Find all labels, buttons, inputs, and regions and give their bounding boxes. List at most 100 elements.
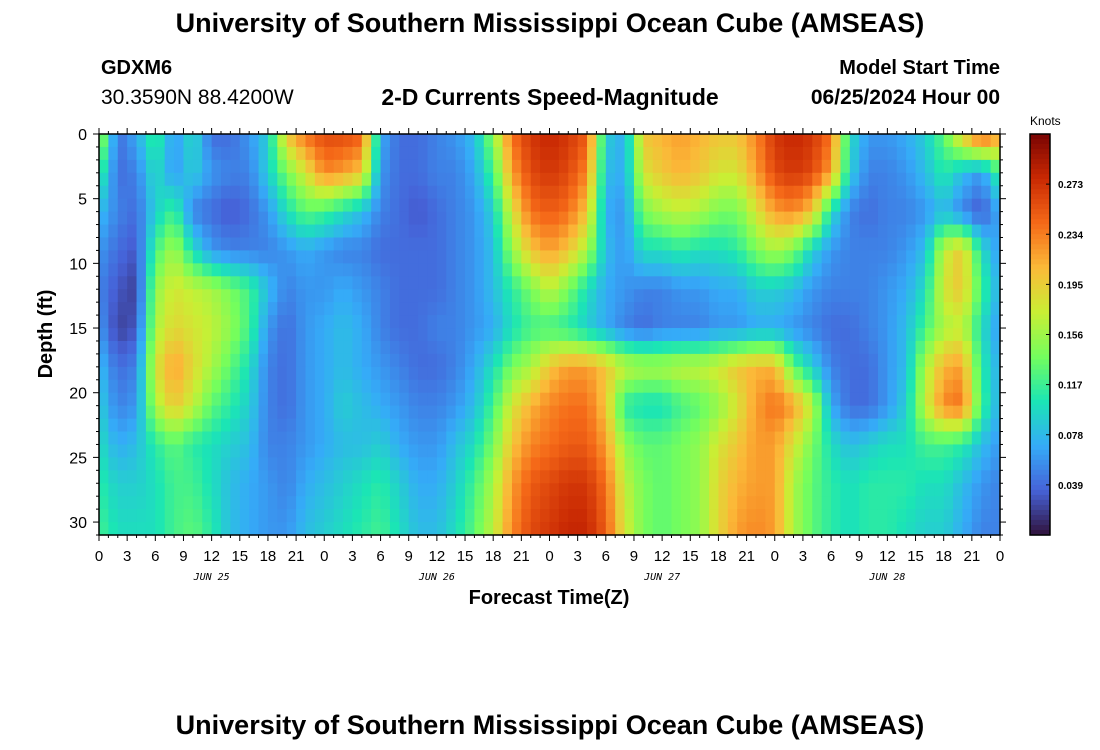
heatmap-cell xyxy=(896,211,907,226)
heatmap-cell xyxy=(408,522,419,536)
heatmap-cell xyxy=(746,172,757,187)
heatmap-cell xyxy=(568,392,579,407)
heatmap-cell xyxy=(258,353,269,368)
colorbar-tick-label: 0.117 xyxy=(1058,381,1083,392)
heatmap-cell xyxy=(455,392,466,407)
heatmap-cell xyxy=(446,263,457,277)
heatmap-cell xyxy=(943,353,954,368)
heatmap-cell xyxy=(558,276,569,290)
heatmap-cell xyxy=(202,366,213,381)
heatmap-cell xyxy=(624,379,635,394)
heatmap-cell xyxy=(314,431,325,446)
heatmap-cell xyxy=(774,405,785,420)
heatmap-cell xyxy=(521,250,532,264)
x-tick-label: 12 xyxy=(429,548,446,565)
heatmap-cell xyxy=(352,431,363,446)
heatmap-cell xyxy=(568,276,579,290)
heatmap-cell xyxy=(511,289,522,303)
heatmap-cell xyxy=(436,366,447,381)
y-tick-label: 5 xyxy=(78,192,87,209)
heatmap-cell xyxy=(380,224,391,239)
heatmap-cell xyxy=(352,379,363,394)
heatmap-cell xyxy=(267,418,278,433)
heatmap-cell xyxy=(99,276,109,290)
heatmap-cell xyxy=(962,224,973,239)
heatmap-cell xyxy=(333,366,344,381)
heatmap-cell xyxy=(558,379,569,394)
heatmap-cell xyxy=(305,289,316,303)
heatmap-cell xyxy=(192,522,203,536)
heatmap-cell xyxy=(502,185,513,200)
colorbar-segment xyxy=(1030,459,1050,466)
heatmap-cell xyxy=(699,444,710,458)
heatmap-cell xyxy=(690,146,701,161)
heatmap-cell xyxy=(699,276,710,290)
heatmap-cell xyxy=(924,224,935,239)
heatmap-cell xyxy=(314,366,325,381)
heatmap-cell xyxy=(164,509,175,523)
heatmap-cell xyxy=(436,185,447,200)
heatmap-cell xyxy=(530,263,541,277)
heatmap-cell xyxy=(296,431,307,446)
heatmap-cell xyxy=(896,172,907,187)
heatmap-cell xyxy=(127,134,138,148)
heatmap-cell xyxy=(286,146,297,161)
heatmap-cell xyxy=(615,237,626,252)
heatmap-cell xyxy=(258,431,269,446)
heatmap-cell xyxy=(277,198,288,213)
heatmap-cell xyxy=(802,522,813,536)
colorbar-tick-label: 0.273 xyxy=(1058,180,1083,191)
heatmap-cell xyxy=(981,483,992,497)
heatmap-cell xyxy=(577,392,588,407)
heatmap-cell xyxy=(887,134,898,148)
heatmap-cell xyxy=(474,457,485,471)
heatmap-cell xyxy=(502,366,513,381)
heatmap-cell xyxy=(718,302,729,316)
heatmap-cell xyxy=(793,392,804,407)
heatmap-cell xyxy=(221,146,231,161)
heatmap-cell xyxy=(784,250,795,264)
heatmap-cell xyxy=(690,211,701,226)
heatmap-cell xyxy=(239,263,250,277)
heatmap-cell xyxy=(483,211,494,226)
heatmap-cell xyxy=(831,211,842,226)
heatmap-cell xyxy=(455,522,466,536)
heatmap-cell xyxy=(436,353,447,368)
heatmap-cell xyxy=(605,328,616,342)
heatmap-cell xyxy=(605,185,616,200)
heatmap-cell xyxy=(596,289,607,303)
heatmap-cell xyxy=(577,224,588,239)
heatmap-cell xyxy=(615,483,626,497)
heatmap-cell xyxy=(530,392,541,407)
heatmap-cell xyxy=(981,392,992,407)
heatmap-cell xyxy=(605,483,616,497)
heatmap-cell xyxy=(990,366,1001,381)
heatmap-cell xyxy=(305,353,316,368)
heatmap-cell xyxy=(389,224,400,239)
heatmap-cell xyxy=(455,302,466,316)
heatmap-cell xyxy=(314,224,325,239)
heatmap-cell xyxy=(277,250,288,264)
heatmap-cell xyxy=(389,379,400,394)
heatmap-cell xyxy=(136,211,147,226)
heatmap-cell xyxy=(202,379,213,394)
heatmap-cell xyxy=(296,444,307,458)
heatmap-cell xyxy=(343,224,354,239)
heatmap-cell xyxy=(99,483,109,497)
heatmap-cell xyxy=(746,224,757,239)
heatmap-cell xyxy=(652,263,663,277)
heatmap-cell xyxy=(249,405,260,420)
colorbar-segment xyxy=(1030,369,1050,376)
heatmap-cell xyxy=(502,353,513,368)
heatmap-cell xyxy=(662,405,673,420)
heatmap-cell xyxy=(446,366,457,381)
heatmap-cell xyxy=(155,496,166,510)
x-tick-label: 3 xyxy=(573,548,581,565)
heatmap-cell xyxy=(446,379,457,394)
heatmap-cell xyxy=(183,522,194,536)
heatmap-cell xyxy=(596,146,607,161)
heatmap-cell xyxy=(652,457,663,471)
heatmap-cell xyxy=(624,211,635,226)
heatmap-cell xyxy=(427,263,438,277)
heatmap-cell xyxy=(549,185,560,200)
